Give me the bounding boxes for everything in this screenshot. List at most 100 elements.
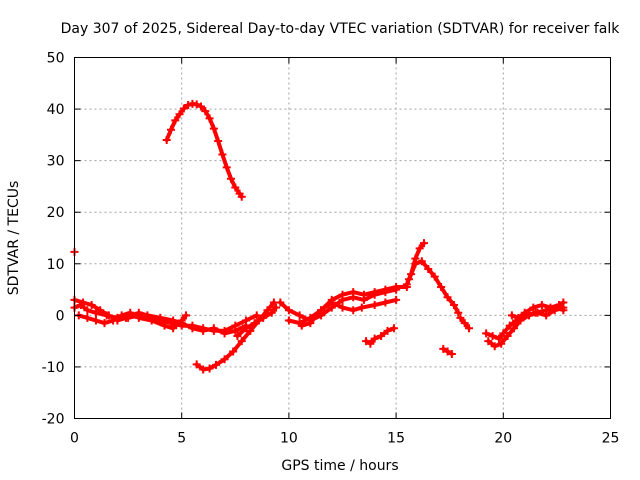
data-point [555, 301, 564, 310]
data-point [454, 308, 463, 317]
data-point [134, 313, 143, 322]
data-point [199, 365, 208, 374]
data-point [520, 308, 529, 317]
x-tick-label: 25 [602, 431, 620, 447]
data-point [160, 321, 169, 330]
data-point [443, 347, 452, 356]
data-point [218, 150, 227, 159]
data-point [359, 295, 368, 304]
data-point [222, 163, 231, 172]
data-point [295, 311, 304, 320]
data-point [87, 301, 96, 310]
data-point [179, 104, 188, 113]
data-point [272, 303, 281, 312]
data-point [192, 360, 201, 369]
data-point [415, 244, 424, 253]
data-point [482, 329, 491, 338]
data-point [169, 324, 178, 333]
data-point [147, 316, 156, 325]
data-point [220, 329, 229, 338]
data-point [497, 339, 506, 348]
data-point [212, 360, 221, 369]
data-layer [70, 99, 568, 374]
y-tick-label: 50 [47, 51, 65, 67]
data-point [419, 239, 428, 248]
data-point [349, 306, 358, 315]
data-point [490, 342, 499, 351]
data-point [169, 316, 178, 325]
data-point [220, 355, 229, 364]
data-point [488, 331, 497, 340]
data-point [188, 324, 197, 333]
data-point [417, 257, 426, 266]
data-point [392, 285, 401, 294]
tick-layer: 0 5 10 15 20 25 -20 -10 0 10 20 30 40 50 [42, 51, 620, 447]
y-tick-label: 0 [56, 308, 65, 324]
series-track-mid-3 [299, 297, 399, 328]
data-point [109, 316, 118, 325]
data-point [171, 116, 180, 125]
x-tick-label: 10 [280, 431, 298, 447]
x-tick-label: 5 [177, 431, 186, 447]
data-point [464, 324, 473, 333]
data-point [495, 334, 504, 343]
data-point [383, 326, 392, 335]
data-point [411, 259, 420, 268]
data-point [104, 311, 113, 320]
data-point [166, 125, 175, 134]
data-point [237, 192, 246, 201]
data-point [246, 326, 255, 335]
data-point [510, 324, 519, 333]
data-point [449, 301, 458, 310]
data-point [437, 282, 446, 291]
data-point [503, 331, 512, 340]
data-point [250, 319, 259, 328]
data-point [443, 293, 452, 302]
data-point [91, 308, 100, 317]
data-point [377, 331, 386, 340]
data-point [542, 311, 551, 320]
data-point [263, 306, 272, 315]
x-tick-label: 20 [494, 431, 512, 447]
data-point [205, 364, 214, 373]
data-point [559, 298, 568, 307]
data-point [525, 311, 534, 320]
data-point [199, 326, 208, 335]
data-point [381, 298, 390, 307]
data-point [297, 321, 306, 330]
data-point [162, 136, 171, 145]
data-point [366, 339, 375, 348]
data-point [79, 298, 88, 307]
data-point [499, 329, 508, 338]
data-point [402, 280, 411, 289]
y-tick-label: 40 [47, 102, 65, 118]
data-point [205, 114, 214, 123]
data-point [370, 290, 379, 299]
data-point [100, 319, 109, 328]
y-tick-label: 20 [47, 205, 65, 221]
data-point [91, 316, 100, 325]
data-point [156, 313, 165, 322]
y-axis-label: SDTVAR / TECUs [6, 181, 22, 296]
data-point [231, 183, 240, 192]
x-tick-label: 0 [70, 431, 79, 447]
data-point [126, 308, 135, 317]
data-point [381, 288, 390, 297]
data-point [317, 306, 326, 315]
y-tick-label: 30 [47, 154, 65, 170]
data-point [370, 301, 379, 310]
x-tick-label: 15 [387, 431, 405, 447]
data-point [209, 324, 218, 333]
data-point [370, 334, 379, 343]
data-point [227, 174, 236, 183]
series-arc-high [164, 101, 244, 199]
data-point [533, 308, 542, 317]
data-point [96, 306, 105, 315]
data-point [192, 100, 201, 109]
data-point [546, 303, 555, 312]
data-point [184, 100, 193, 109]
data-point [177, 316, 186, 325]
data-point [447, 350, 456, 359]
data-point [404, 275, 413, 284]
